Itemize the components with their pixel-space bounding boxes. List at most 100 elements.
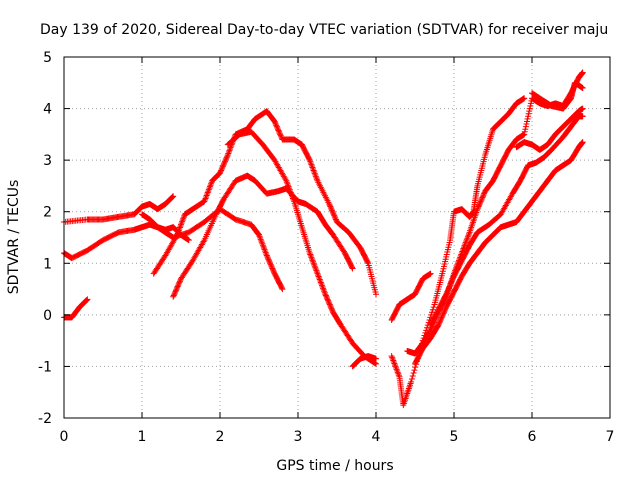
data-point — [172, 287, 179, 294]
data-point — [411, 367, 418, 374]
data-point — [474, 206, 481, 213]
x-tick-label: 4 — [372, 429, 381, 445]
data-point — [178, 221, 184, 228]
data-point — [83, 296, 90, 303]
data-point — [474, 204, 481, 211]
data-point — [307, 252, 314, 259]
data-point — [327, 204, 334, 211]
data-point — [267, 261, 274, 268]
data-point — [179, 218, 186, 225]
data-point — [222, 157, 229, 164]
data-point — [316, 276, 323, 283]
series-pass-12 — [427, 113, 586, 329]
data-point — [525, 113, 532, 120]
data-point — [310, 165, 317, 172]
x-tick-label: 3 — [294, 429, 303, 445]
data-point — [395, 370, 402, 377]
data-point — [174, 284, 181, 291]
data-point — [308, 254, 315, 261]
data-point — [389, 356, 396, 363]
data-point — [174, 231, 181, 238]
data-point — [481, 190, 488, 197]
data-point — [408, 378, 415, 385]
data-point — [172, 288, 179, 295]
data-point — [282, 176, 289, 183]
data-point — [437, 318, 444, 325]
data-point — [319, 283, 326, 290]
data-point — [176, 278, 183, 285]
data-point — [310, 260, 317, 267]
data-point — [331, 213, 338, 220]
data-point — [391, 360, 398, 367]
data-point — [180, 214, 187, 221]
data-point — [264, 255, 271, 262]
data-point — [389, 354, 396, 361]
data-point — [313, 176, 320, 183]
data-point — [566, 96, 573, 103]
data-point — [463, 238, 470, 245]
data-point — [448, 278, 455, 285]
data-point — [444, 287, 451, 294]
data-point — [175, 280, 182, 287]
data-point — [171, 291, 178, 298]
data-point — [273, 123, 280, 130]
data-point — [579, 113, 586, 120]
series-pass-10 — [388, 95, 528, 409]
data-point — [579, 69, 586, 76]
data-point — [324, 296, 331, 303]
data-point — [320, 285, 327, 292]
data-point — [521, 131, 528, 138]
data-point — [274, 124, 281, 131]
data-point — [325, 297, 332, 304]
data-point — [521, 95, 528, 102]
data-point — [479, 193, 486, 200]
data-point — [286, 185, 293, 192]
data-point — [477, 199, 484, 206]
data-point — [259, 240, 266, 247]
y-tick-label: -2 — [38, 411, 52, 427]
data-point — [219, 163, 226, 170]
data-point — [477, 198, 484, 205]
data-point — [312, 266, 319, 273]
data-point — [268, 264, 275, 271]
data-point — [311, 261, 318, 268]
data-point — [272, 119, 279, 126]
data-point — [175, 228, 182, 235]
data-point — [463, 236, 470, 243]
data-point — [289, 195, 296, 202]
data-point — [290, 196, 297, 203]
data-point — [322, 292, 329, 299]
data-point — [410, 370, 417, 377]
data-point — [321, 289, 328, 296]
data-point — [176, 226, 183, 233]
data-point — [390, 357, 397, 364]
data-point — [442, 306, 449, 313]
data-point — [265, 256, 272, 263]
data-point — [478, 195, 485, 202]
data-point — [170, 193, 177, 200]
data-point — [204, 189, 211, 196]
data-point — [257, 234, 264, 241]
data-point — [328, 306, 335, 313]
data-point — [311, 170, 318, 177]
data-point — [308, 255, 315, 262]
data-point — [329, 208, 336, 215]
data-point — [169, 193, 176, 200]
data-point — [278, 284, 285, 291]
data-point — [276, 128, 283, 135]
data-point — [327, 302, 334, 309]
data-point — [579, 105, 586, 112]
data-point — [266, 258, 273, 265]
data-point — [277, 131, 284, 138]
data-point — [318, 282, 325, 289]
data-point — [394, 367, 401, 374]
data-point — [462, 241, 469, 248]
data-point — [223, 155, 230, 162]
data-point — [331, 212, 338, 219]
data-point — [307, 251, 314, 258]
data-point — [443, 291, 450, 298]
data-point — [328, 206, 335, 213]
data-point — [288, 192, 295, 199]
data-point — [318, 280, 325, 287]
data-point — [525, 110, 532, 117]
